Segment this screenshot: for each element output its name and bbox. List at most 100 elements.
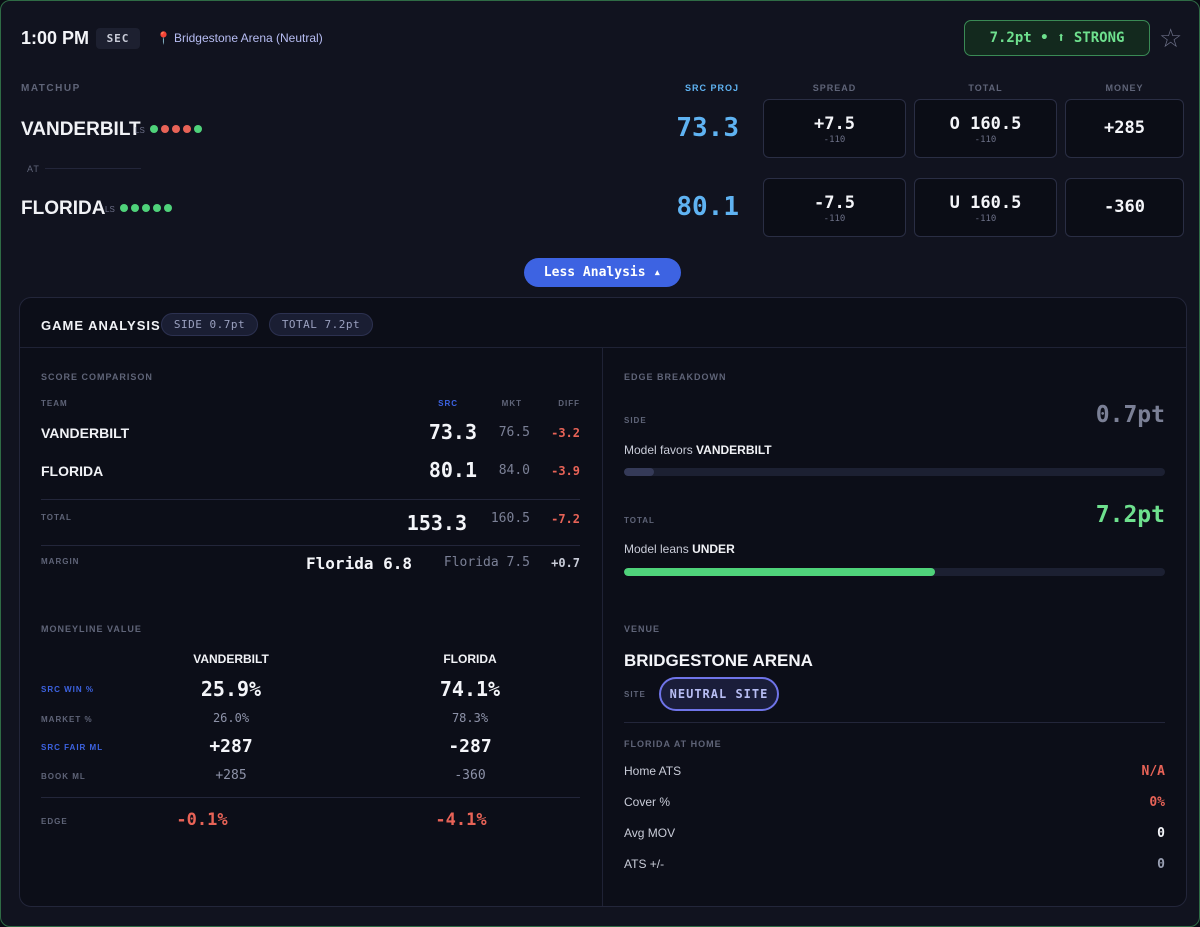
stat-value: 0	[1157, 857, 1165, 872]
market-pct-label: MARKET %	[41, 715, 93, 724]
edge-breakdown-label: EDGE BREAKDOWN	[624, 372, 727, 382]
venue-label: VENUE	[624, 624, 661, 634]
win-dot	[120, 204, 128, 212]
away-projection: 73.3	[676, 113, 739, 143]
edge-label: EDGE	[41, 817, 68, 826]
home-record-label: FLORIDA AT HOME	[624, 739, 722, 749]
mkt-score: 76.5	[498, 425, 530, 440]
src-win-pct: 74.1%	[439, 677, 501, 701]
total-edge-fill	[624, 568, 936, 576]
total-note-direction: UNDER	[692, 542, 735, 556]
home-team-name[interactable]: FLORIDA	[21, 198, 106, 219]
last-streak-label: LS	[135, 126, 145, 135]
column-divider	[602, 348, 603, 906]
diff-col-header: DIFF	[558, 399, 580, 408]
last5-dots	[150, 125, 202, 133]
odds-line: +285	[1104, 118, 1145, 138]
ml-edge: -0.1%	[176, 810, 228, 830]
market-pct: 78.3%	[451, 711, 489, 725]
market-pct: 26.0%	[212, 711, 250, 725]
less-analysis-button[interactable]: Less Analysis ▴	[524, 258, 681, 287]
over-total-button[interactable]: O 160.5 -110	[914, 99, 1057, 158]
margin-row-label: MARGIN	[41, 557, 80, 566]
star-outline-icon[interactable]: ☆	[1159, 23, 1183, 53]
fair-ml: +287	[209, 736, 253, 757]
total-label: TOTAL	[624, 516, 655, 525]
stat-value: 0%	[1149, 795, 1165, 810]
stat-label: Home ATS	[624, 764, 682, 778]
side-edge-bar	[624, 468, 1165, 476]
mkt-col-header: MKT	[501, 399, 522, 408]
fair-ml-label: SRC FAIR ML	[41, 743, 104, 752]
side-label: SIDE	[624, 416, 647, 425]
neutral-site-badge: NEUTRAL SITE	[659, 677, 779, 711]
mkt-total: 160.5	[490, 511, 530, 526]
win-dot	[194, 125, 202, 133]
score-team-name: FLORIDA	[41, 463, 104, 479]
stat-value: 0	[1157, 826, 1165, 841]
odds-price: -110	[823, 135, 846, 145]
spread-header: SPREAD	[812, 83, 857, 93]
away-team-name[interactable]: VANDERBILT	[21, 119, 141, 140]
money-header: MONEY	[1105, 83, 1144, 93]
score-diff: -3.2	[551, 426, 580, 440]
loss-dot	[183, 125, 191, 133]
side-note: Model favors VANDERBILT	[624, 443, 772, 457]
total-note: Model leans UNDER	[624, 542, 735, 556]
total-edge-bar	[624, 568, 1165, 576]
odds-price: -110	[974, 214, 997, 224]
home-moneyline-button[interactable]: -360	[1065, 178, 1184, 237]
home-spread-button[interactable]: -7.5 -110	[763, 178, 906, 237]
odds-price: -110	[823, 214, 846, 224]
last5-dots	[120, 204, 172, 212]
src-col-header: SRC	[438, 399, 458, 408]
win-dot	[153, 204, 161, 212]
src-score: 80.1	[428, 458, 477, 482]
src-proj-header: SRC PROJ	[684, 83, 739, 93]
game-time: 1:00 PM	[21, 28, 90, 48]
src-win-label: SRC WIN %	[41, 685, 94, 694]
win-dot	[131, 204, 139, 212]
at-label: AT	[27, 164, 40, 174]
side-edge-pill: SIDE 0.7pt	[161, 313, 258, 336]
ml-team-header: FLORIDA	[443, 652, 497, 666]
conference-badge: SEC	[96, 28, 140, 49]
odds-line: -360	[1104, 197, 1145, 217]
total-note-prefix: Model leans	[624, 542, 689, 556]
stat-value: N/A	[1141, 764, 1165, 779]
total-edge-pill: TOTAL 7.2pt	[269, 313, 373, 336]
stat-label: ATS +/-	[624, 857, 665, 871]
row-divider	[41, 499, 580, 500]
home-projection: 80.1	[676, 192, 739, 222]
total-edge-value: 7.2pt	[1095, 502, 1165, 528]
book-ml-label: BOOK ML	[41, 772, 86, 781]
odds-price: -110	[974, 135, 997, 145]
panel-title: GAME ANALYSIS	[41, 318, 161, 333]
total-diff: -7.2	[551, 512, 580, 526]
stat-label: Avg MOV	[624, 826, 676, 840]
edge-strength-badge[interactable]: 7.2pt • ⬆ STRONG	[964, 20, 1150, 56]
away-spread-button[interactable]: +7.5 -110	[763, 99, 906, 158]
side-edge-value: 0.7pt	[1095, 402, 1165, 428]
src-win-pct: 25.9%	[200, 677, 262, 701]
win-dot	[142, 204, 150, 212]
under-total-button[interactable]: U 160.5 -110	[914, 178, 1057, 237]
row-divider	[41, 797, 580, 798]
score-diff: -3.9	[551, 464, 580, 478]
fair-ml: -287	[448, 736, 492, 757]
total-row-label: TOTAL	[41, 513, 72, 522]
row-divider	[624, 722, 1165, 723]
game-analysis-panel: GAME ANALYSIS SIDE 0.7pt TOTAL 7.2pt SCO…	[19, 297, 1187, 907]
win-dot	[164, 204, 172, 212]
matchup-header: MATCHUP	[21, 83, 81, 94]
away-moneyline-button[interactable]: +285	[1065, 99, 1184, 158]
margin-diff: +0.7	[551, 556, 580, 570]
book-ml: -360	[454, 768, 486, 783]
location-pin-icon: 📍	[156, 31, 171, 45]
src-margin: Florida 6.8	[306, 554, 412, 573]
src-total: 153.3	[406, 511, 467, 535]
win-dot	[150, 125, 158, 133]
ml-team-header: VANDERBILT	[193, 652, 269, 666]
row-divider	[41, 545, 580, 546]
score-team-name: VANDERBILT	[41, 425, 130, 441]
